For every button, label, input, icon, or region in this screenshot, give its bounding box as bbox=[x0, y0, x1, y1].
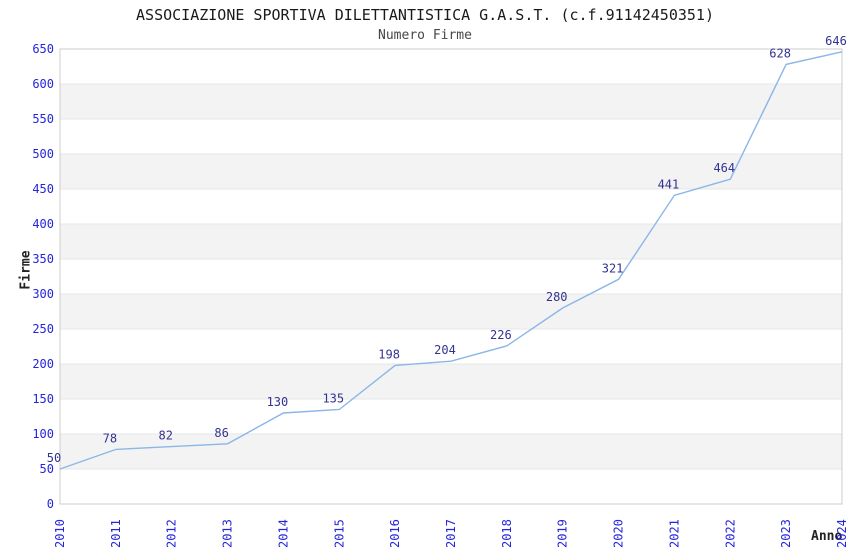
plot-frame bbox=[59, 48, 843, 505]
band-row bbox=[60, 224, 842, 259]
data-label: 646 bbox=[825, 34, 847, 48]
band-row bbox=[60, 364, 842, 399]
y-tick-label: 450 bbox=[32, 182, 54, 196]
y-tick-label: 550 bbox=[32, 112, 54, 126]
data-label: 86 bbox=[214, 426, 228, 440]
y-tick-label: 600 bbox=[32, 77, 54, 91]
y-tick-label: 500 bbox=[32, 147, 54, 161]
data-label: 82 bbox=[158, 429, 172, 443]
x-tick-label: 2019 bbox=[556, 519, 570, 548]
x-tick-label: 2018 bbox=[500, 519, 514, 548]
chart-subtitle: Numero Firme bbox=[378, 28, 472, 43]
data-label: 441 bbox=[658, 177, 680, 191]
y-tick-label: 650 bbox=[32, 42, 54, 56]
data-label: 198 bbox=[378, 347, 400, 361]
x-tick-label: 2013 bbox=[221, 519, 235, 548]
y-tick-label: 0 bbox=[47, 497, 54, 511]
band-row bbox=[60, 434, 842, 469]
x-tick-label: 2016 bbox=[388, 519, 402, 548]
data-label: 78 bbox=[103, 431, 117, 445]
x-tick-label: 2017 bbox=[444, 519, 458, 548]
x-tick-label: 2022 bbox=[723, 519, 737, 548]
data-label: 226 bbox=[490, 328, 512, 342]
x-tick-label: 2010 bbox=[53, 519, 67, 548]
y-tick-label: 250 bbox=[32, 322, 54, 336]
band-row bbox=[60, 84, 842, 119]
x-tick-label: 2020 bbox=[612, 519, 626, 548]
band-row bbox=[60, 154, 842, 189]
data-line bbox=[59, 51, 843, 470]
y-tick-label: 200 bbox=[32, 357, 54, 371]
data-label: 628 bbox=[769, 46, 791, 60]
data-label: 50 bbox=[47, 451, 61, 465]
band-row bbox=[60, 294, 842, 329]
data-label: 130 bbox=[267, 395, 289, 409]
x-tick-label: 2021 bbox=[667, 519, 681, 548]
x-tick-label: 2011 bbox=[109, 519, 123, 548]
x-axis-label: Anno bbox=[811, 529, 843, 544]
data-label: 135 bbox=[322, 392, 344, 406]
x-tick-label: 2012 bbox=[165, 519, 179, 548]
data-label: 321 bbox=[602, 261, 624, 275]
y-tick-label: 50 bbox=[40, 462, 54, 476]
x-tick-label: 2015 bbox=[332, 519, 346, 548]
data-label: 280 bbox=[546, 290, 568, 304]
x-tick-label: 2024 bbox=[835, 519, 849, 548]
data-label: 464 bbox=[713, 161, 735, 175]
y-tick-label: 100 bbox=[32, 427, 54, 441]
y-tick-label: 350 bbox=[32, 252, 54, 266]
y-tick-label: 400 bbox=[32, 217, 54, 231]
x-tick-label: 2014 bbox=[276, 519, 290, 548]
chart-title: ASSOCIAZIONE SPORTIVA DILETTANTISTICA G.… bbox=[136, 6, 714, 24]
y-tick-label: 150 bbox=[32, 392, 54, 406]
data-label: 204 bbox=[434, 343, 456, 357]
x-tick-label: 2023 bbox=[779, 519, 793, 548]
y-tick-label: 300 bbox=[32, 287, 54, 301]
